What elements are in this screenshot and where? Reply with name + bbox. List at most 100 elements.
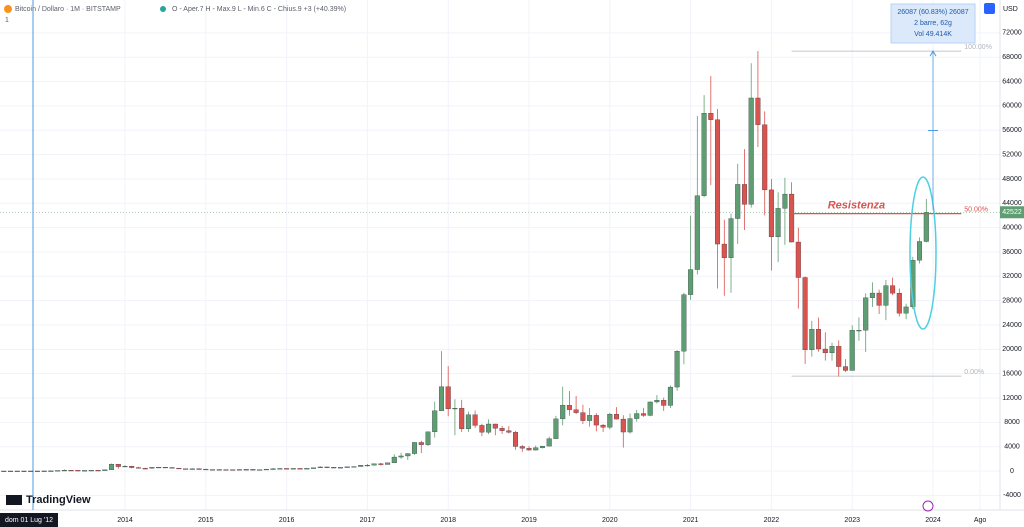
x-tick-label: 2014 (117, 517, 133, 524)
y-tick-label: 48000 (1002, 176, 1022, 183)
candle-body (782, 193, 788, 209)
y-tick-label: 60000 (1002, 103, 1022, 110)
candle-body (728, 218, 734, 258)
candle-body (351, 466, 357, 468)
y-tick-label: 32000 (1002, 273, 1022, 280)
candle-body (344, 466, 350, 468)
candle-body (849, 330, 855, 371)
candle-body (809, 329, 815, 350)
candle-body (627, 418, 633, 433)
y-tick-label: 44000 (1002, 200, 1022, 207)
candle-body (102, 469, 108, 471)
candle-body (14, 470, 20, 472)
candle-body (439, 386, 444, 411)
candle-body (371, 463, 377, 466)
candle-body (923, 212, 929, 242)
candle-body (95, 470, 101, 472)
candle-body (324, 466, 330, 468)
candle-body (573, 409, 579, 413)
candle-body (263, 468, 269, 471)
candle-body (277, 468, 283, 470)
candle-body (513, 432, 519, 447)
ohlc-legend: O - Aper.7 H - Max.9 L - Min.6 C - Chius… (172, 6, 346, 13)
candle-body (540, 445, 545, 448)
candle-body (479, 425, 485, 433)
candle-body (196, 468, 202, 470)
candle-body (742, 184, 748, 205)
y-tick-label: 12000 (1002, 395, 1022, 402)
currency-label[interactable]: USD (1003, 6, 1018, 13)
candle-body (836, 346, 842, 367)
candle-body (243, 469, 249, 471)
symbol-title[interactable]: Bitcoin / Dollaro · 1M · BITSTAMP (15, 6, 121, 13)
candle-body (270, 468, 276, 470)
candle-body (405, 453, 411, 457)
settings-button[interactable] (984, 3, 995, 14)
candle-body (465, 414, 471, 430)
candle-body (795, 241, 801, 278)
y-tick-label: 52000 (1002, 151, 1022, 158)
x-tick-label: Ago (974, 517, 987, 524)
candle-body (169, 467, 175, 469)
candle-body (149, 467, 155, 469)
candle-body (890, 285, 896, 294)
candle-body (21, 470, 27, 472)
candle-body (297, 468, 303, 470)
candle-body (768, 189, 774, 238)
candle-body (8, 470, 14, 472)
candle-body (607, 413, 613, 428)
measure-box (890, 3, 976, 44)
candle-body (701, 113, 707, 196)
candle-body (398, 455, 404, 458)
candle-body (587, 415, 593, 421)
x-tick-label: 2018 (440, 517, 456, 524)
candle-body (856, 330, 862, 332)
candle-body (721, 243, 727, 258)
candle-body (715, 119, 721, 245)
fib-label: 0.00% (964, 369, 984, 376)
cursor-date-box (0, 513, 58, 527)
candle-body (519, 446, 525, 449)
candle-body (452, 408, 458, 410)
candle-body (210, 469, 216, 471)
candle-body (445, 386, 451, 410)
candle-body (230, 469, 236, 471)
x-tick-label: 2022 (764, 517, 780, 524)
candle-body (472, 414, 478, 426)
candle-body (183, 468, 189, 470)
candle-body (432, 410, 438, 433)
candle-body (82, 470, 88, 472)
x-tick-label: 2024 (925, 517, 941, 524)
candle-body (917, 241, 923, 261)
candle-body (115, 464, 121, 467)
x-tick-label: 2016 (279, 517, 295, 524)
brand-logo[interactable]: TradingView (26, 494, 91, 506)
candle-body (142, 468, 148, 470)
alert-icon[interactable] (922, 500, 934, 512)
candle-body (735, 184, 741, 219)
x-tick-label: 2019 (521, 517, 537, 524)
candle-body (681, 294, 687, 352)
candle-body (425, 431, 431, 445)
candle-body (688, 269, 694, 295)
candle-body (284, 468, 290, 470)
candle-body (641, 413, 647, 416)
candle-body (654, 399, 660, 403)
candle-body (236, 469, 242, 471)
candle-body (129, 466, 135, 468)
candle-body (109, 464, 115, 470)
candle-body (48, 470, 54, 472)
candle-body (122, 466, 128, 468)
candle-body (459, 408, 465, 430)
x-tick-label: 2017 (360, 517, 376, 524)
candle-body (317, 466, 323, 468)
y-tick-label: 28000 (1002, 297, 1022, 304)
grid (0, 0, 1000, 510)
candle-body (816, 329, 822, 350)
x-tick-label: 2023 (844, 517, 860, 524)
coin-icon (4, 5, 12, 13)
fib-label: 100.00% (964, 44, 992, 51)
